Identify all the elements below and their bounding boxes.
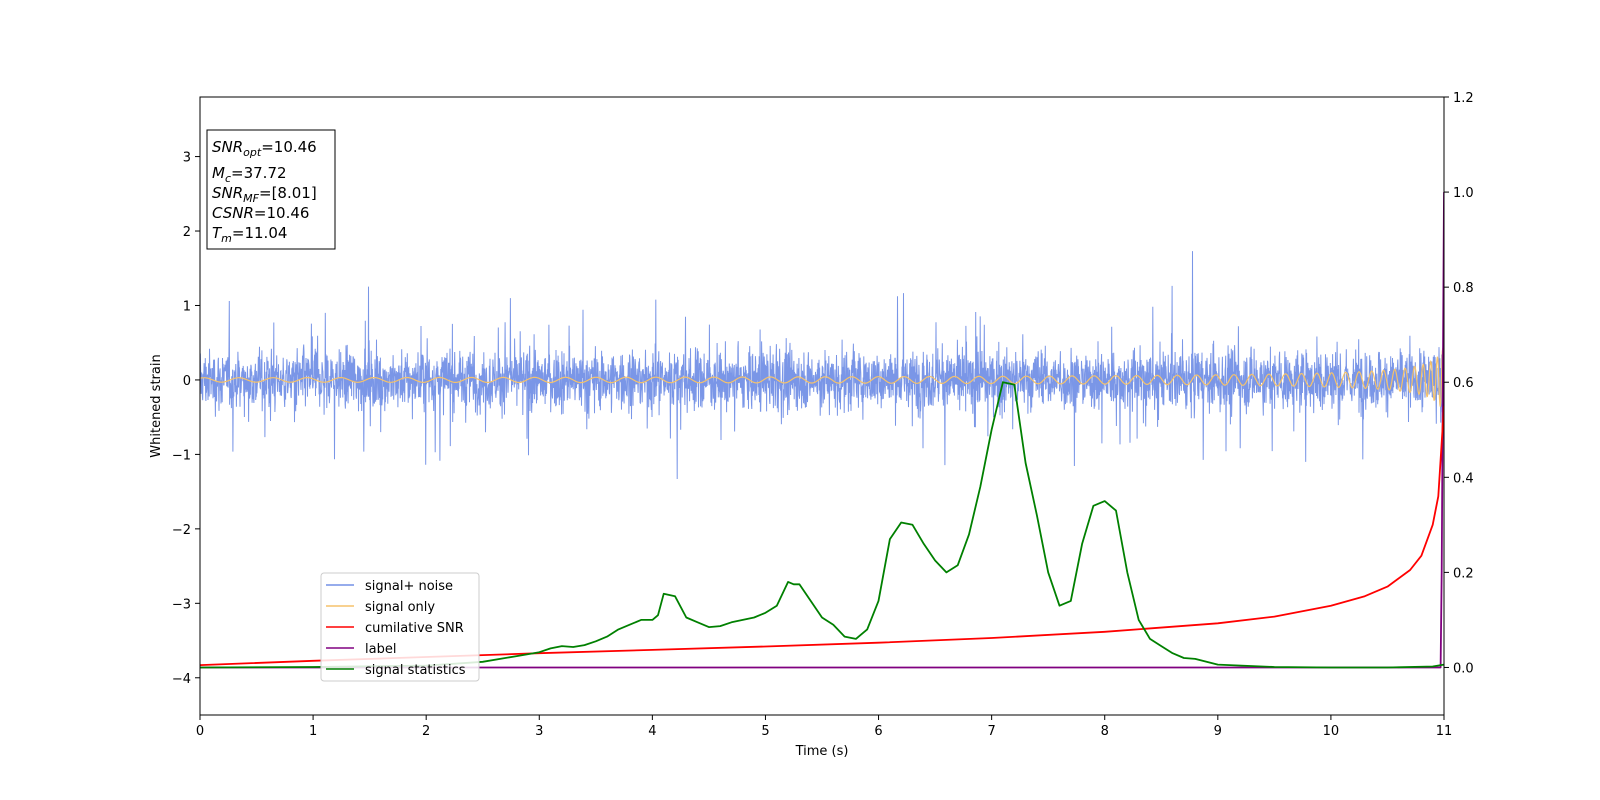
right-y-tick-label: 0.0 [1453,661,1474,676]
x-tick-label: 1 [309,724,317,739]
right-y-tick-label: 0.8 [1453,281,1474,296]
info-box: SNRopt=10.46 Mc=37.72 SNRMF=[8.01] CSNR=… [206,129,336,250]
right-y-tick-label: 0.6 [1453,376,1474,391]
y-axis-label: Whitened strain [149,354,164,457]
y-tick-label: 1 [183,299,191,314]
series-signal-statistics-line [200,381,1444,669]
info-csnr: CSNR=10.46 [212,204,309,222]
x-tick-label: 6 [874,724,882,739]
x-tick-label: 10 [1323,724,1340,739]
plot-frame [199,96,1445,716]
legend-item-signal-statistics: signal statistics [326,663,466,678]
x-tick-label: 5 [761,724,769,739]
info-chirp-mass: Mc=37.72 [212,164,287,185]
y-tick-label: −2 [172,523,191,538]
legend-item-signal-only: signal only [326,600,435,615]
x-tick-label: 3 [535,724,543,739]
x-tick-label: 4 [648,724,656,739]
series-signal-noise-line [200,251,1444,480]
y-tick-label: −4 [172,672,191,687]
y-tick-label: 2 [183,225,191,240]
legend-label: signal statistics [365,663,466,678]
right-y-tick-label: 0.2 [1453,566,1474,581]
info-merger-time: Tm=11.04 [212,224,287,245]
info-snr-opt: SNRopt=10.46 [212,138,317,159]
series-layer [200,192,1444,669]
x-tick-label: 11 [1436,724,1453,739]
legend: signal+ noise signal only cumilative SNR… [320,572,480,682]
x-axis-label: Time (s) [795,744,849,759]
y-tick-label: 0 [183,374,191,389]
legend-item-cumulative-snr: cumilative SNR [326,621,464,636]
legend-label: signal only [365,600,435,615]
legend-label: signal+ noise [365,579,453,594]
x-tick-label: 0 [196,724,204,739]
left-y-axis: −4 −3 −2 −1 0 1 2 3 [172,151,200,687]
x-tick-label: 9 [1214,724,1222,739]
y-tick-label: −1 [172,448,191,463]
info-snr-mf: SNRMF=[8.01] [212,184,317,205]
info-box-frame [206,129,336,250]
y-tick-label: −3 [172,597,191,612]
x-tick-label: 7 [987,724,995,739]
legend-label: label [365,642,396,657]
right-y-tick-label: 1.0 [1453,186,1474,201]
legend-item-label: label [326,642,396,657]
x-axis: 0 1 2 3 4 5 6 7 8 9 10 11 [196,715,1452,739]
legend-frame [320,572,480,682]
series-cumulative-snr-line [200,405,1444,666]
x-tick-label: 8 [1101,724,1109,739]
right-y-tick-label: 1.2 [1453,91,1474,106]
y-tick-label: 3 [183,151,191,166]
series-label-line [200,192,1444,669]
legend-label: cumilative SNR [365,621,464,636]
right-y-tick-label: 0.4 [1453,471,1474,486]
series-signal-only-line [200,347,1444,407]
x-tick-label: 2 [422,724,430,739]
right-y-axis: 0.0 0.2 0.4 0.6 0.8 1.0 1.2 [1444,91,1474,676]
legend-item-signal-noise: signal+ noise [326,579,453,594]
